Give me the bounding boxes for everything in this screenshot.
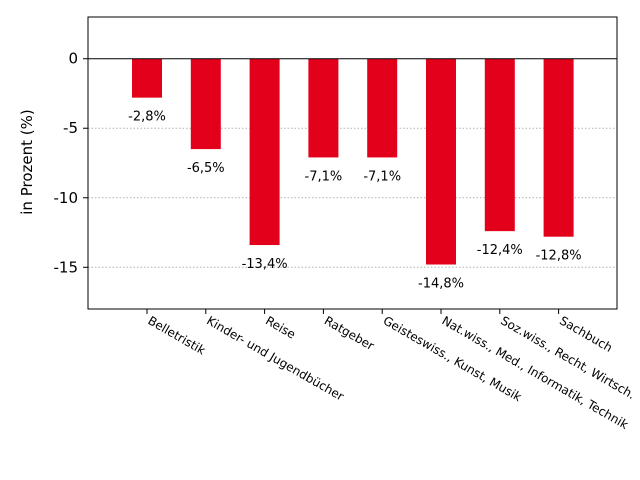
bar <box>249 58 280 246</box>
x-tick-label: Belletristik <box>146 313 208 357</box>
data-label: -14,8% <box>418 277 464 292</box>
bar <box>543 58 574 237</box>
data-label: -12,8% <box>536 249 582 264</box>
bar <box>308 58 339 158</box>
data-label: -2,8% <box>128 110 166 125</box>
bar <box>190 58 221 150</box>
y-tick-label: -10 <box>54 189 79 207</box>
bar <box>484 58 515 232</box>
y-tick-label: 0 <box>68 50 78 68</box>
y-axis-ticks: 0 -5 -10 -15 <box>54 50 88 276</box>
y-tick-label: -15 <box>54 258 79 276</box>
data-label: -7,1% <box>363 169 401 184</box>
grid-lines <box>88 127 617 268</box>
bars <box>132 58 574 265</box>
data-label: -6,5% <box>187 161 225 176</box>
data-label: -12,4% <box>477 243 523 258</box>
bar <box>132 58 162 98</box>
bar <box>426 58 456 265</box>
plot-area-frame <box>87 16 618 310</box>
x-tick-label: Ratgeber <box>322 313 377 353</box>
y-axis-title: in Prozent (%) <box>18 109 36 214</box>
bar <box>367 58 398 158</box>
data-labels: -2,8% -6,5% -13,4% -7,1% -7,1% -14,8% -12,4% -1… <box>128 110 581 292</box>
y-tick-label: -5 <box>63 119 78 137</box>
x-tick-label: Reise <box>263 313 298 341</box>
data-label: -7,1% <box>305 169 343 184</box>
data-label: -13,4% <box>242 257 288 272</box>
